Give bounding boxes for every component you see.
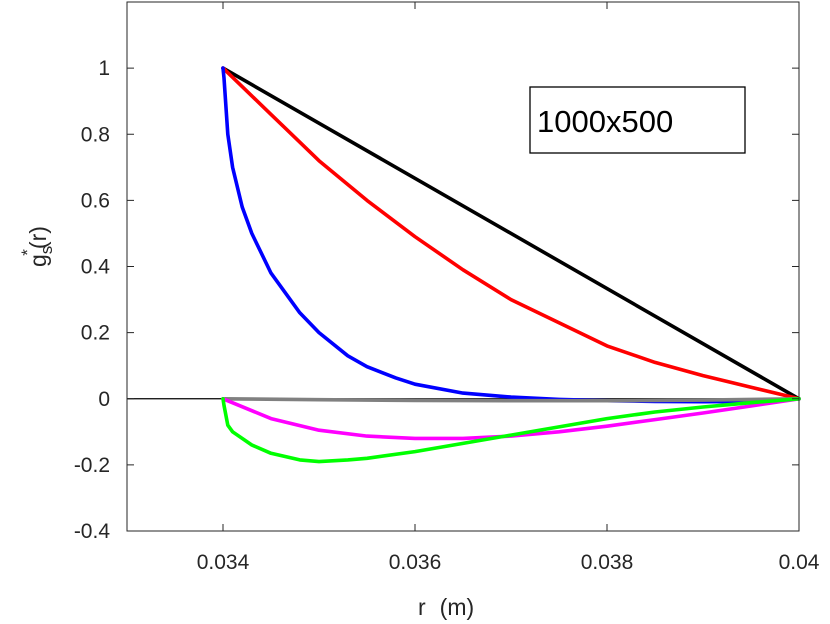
y-axis-base: g <box>25 254 51 267</box>
x-axis-unit: (m) <box>440 594 474 620</box>
series-layer <box>221 66 801 464</box>
y-tick-label-6: 0.8 <box>81 123 110 146</box>
series-line-1 <box>221 66 801 401</box>
y-tick-label-0: -0.4 <box>74 520 111 543</box>
y-tick-label-7: 1 <box>98 57 110 80</box>
y-axis-label: gs*(r) <box>18 226 56 267</box>
y-tick-label-3: 0.2 <box>81 322 110 345</box>
plot-background <box>127 2 799 531</box>
series-line-0 <box>221 66 801 401</box>
x-tick-label-1: 0.036 <box>389 551 442 574</box>
series-line-3 <box>221 396 801 403</box>
y-axis-sup: * <box>18 249 37 256</box>
legend-annotation: 1000x500 <box>537 104 673 139</box>
x-tick-label-0: 0.034 <box>197 551 250 574</box>
ticks-layer: 0.034 0.036 0.038 0.04 -0.4 -0.2 0 0.2 0.4 0.6 0.8… <box>74 2 820 574</box>
y-tick-label-2: 0 <box>98 388 110 411</box>
x-axis-var: r <box>418 594 426 620</box>
y-tick-label-1: -0.2 <box>74 454 110 477</box>
y-axis-tail: (r) <box>25 226 51 249</box>
x-axis-label: r (m) <box>418 594 474 620</box>
series-line-5 <box>221 396 801 464</box>
y-axis-sub: s <box>37 246 56 255</box>
y-tick-label-5: 0.6 <box>81 189 110 212</box>
legend-box: 1000x500 <box>529 86 746 154</box>
y-tick-label-4: 0.4 <box>81 256 111 279</box>
x-tick-label-2: 0.038 <box>581 551 634 574</box>
x-tick-label-3: 0.04 <box>779 551 820 574</box>
